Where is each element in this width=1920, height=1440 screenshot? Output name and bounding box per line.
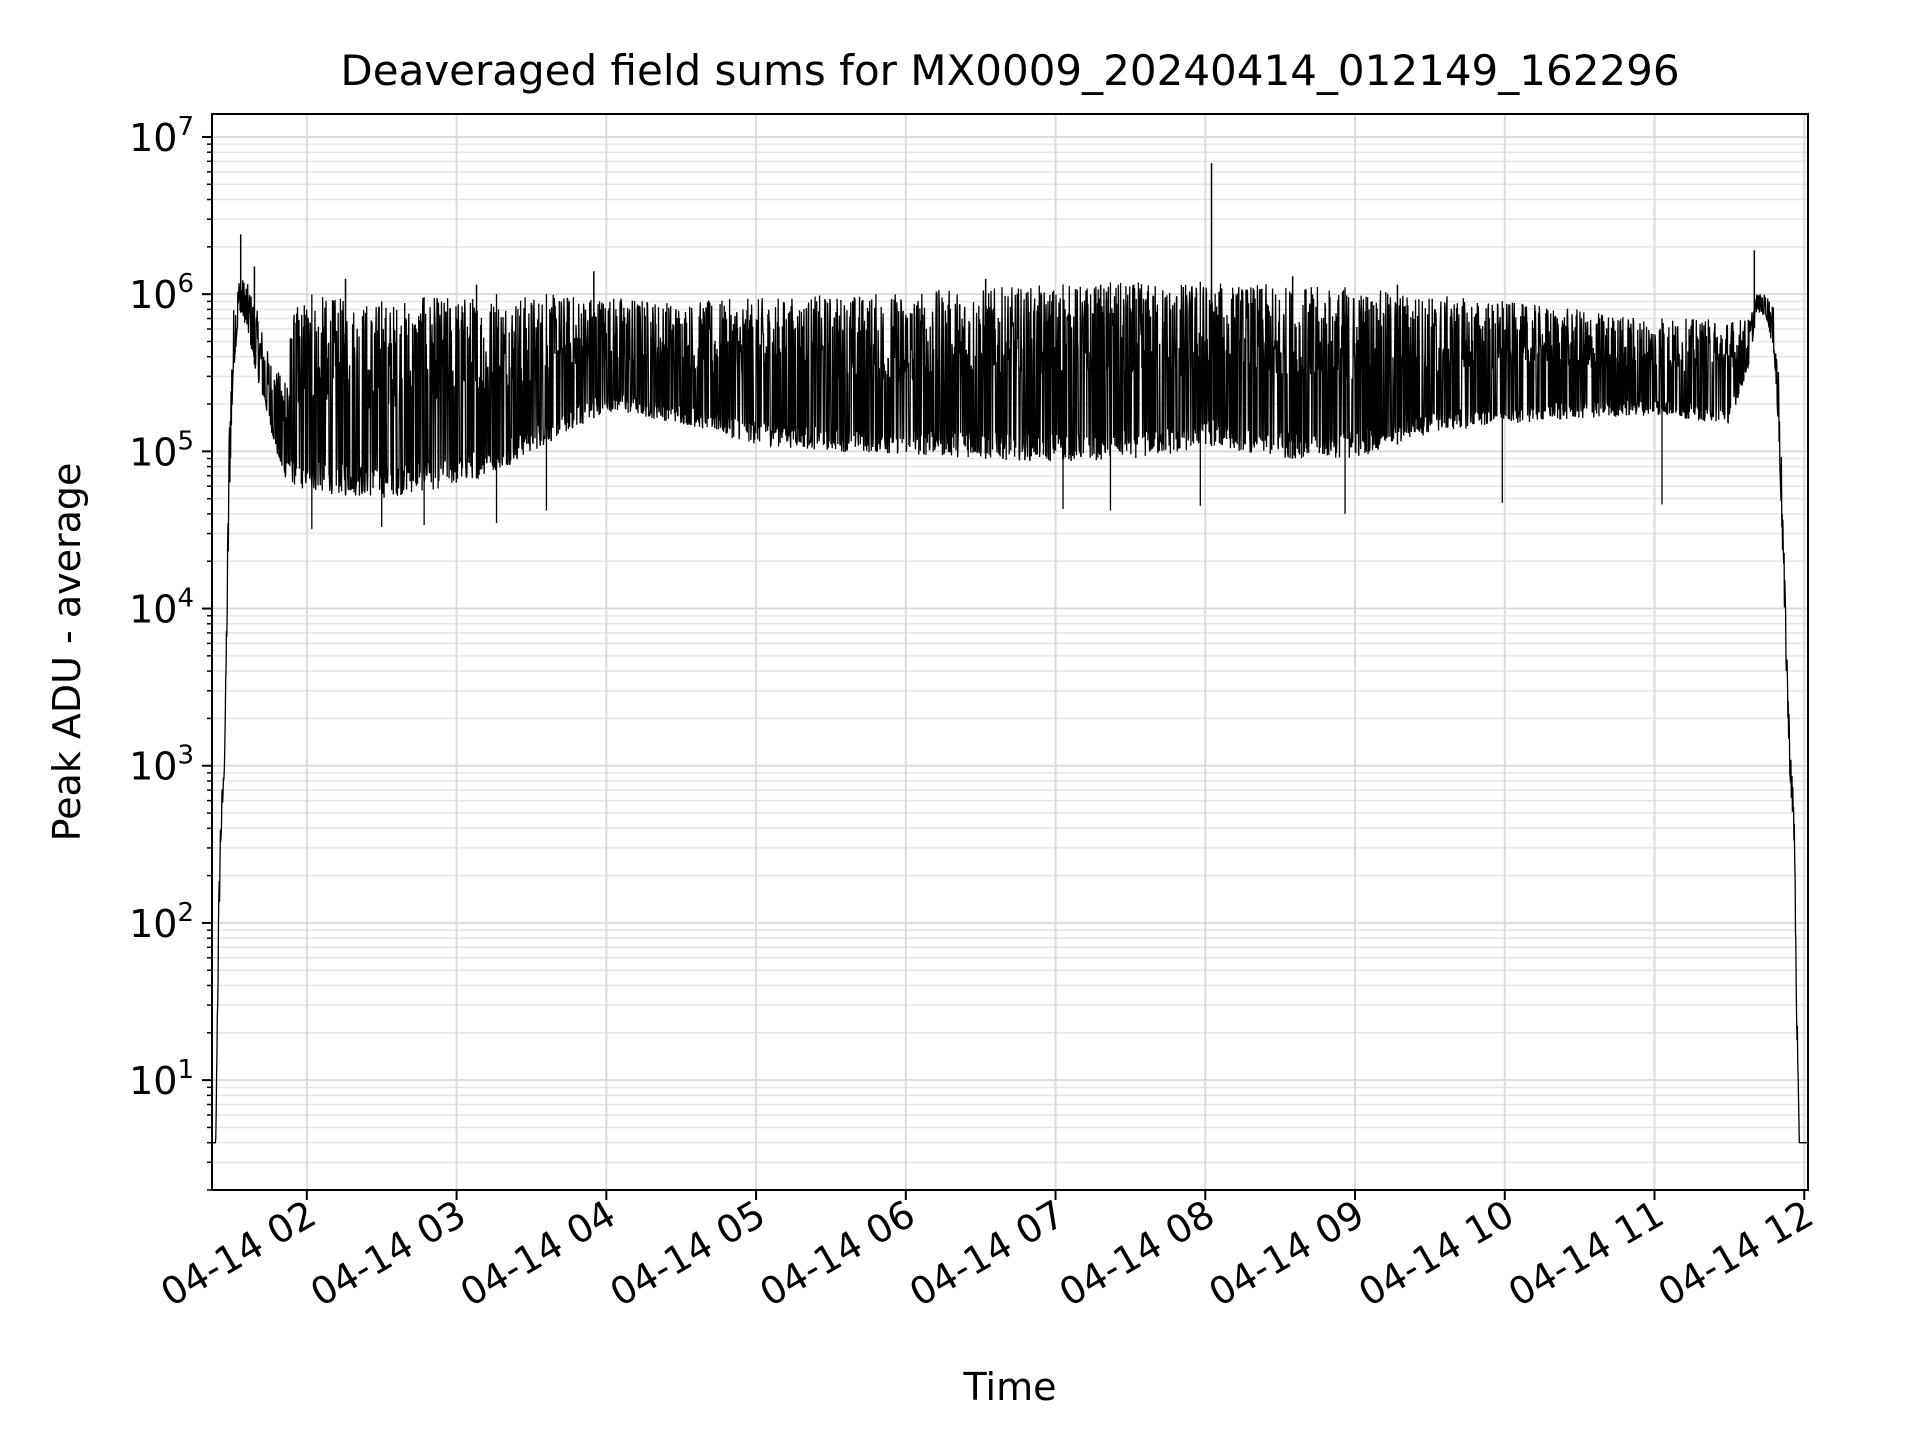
y-axis: 101 102 103 104 105 106 107 bbox=[129, 112, 212, 1191]
plot-area bbox=[212, 114, 1808, 1190]
y-tick-label: 107 bbox=[129, 112, 194, 160]
y-tick-label: 104 bbox=[129, 584, 194, 632]
y-tick-label: 103 bbox=[129, 741, 194, 789]
y-tick-label: 102 bbox=[129, 898, 194, 946]
series-line bbox=[212, 280, 1808, 1144]
series-layer bbox=[212, 163, 1808, 1144]
y-tick-label: 105 bbox=[129, 426, 194, 474]
y-tick-label: 101 bbox=[129, 1055, 194, 1103]
y-tick-label: 106 bbox=[129, 269, 194, 317]
x-axis-label: Time bbox=[963, 1365, 1057, 1409]
plot-frame bbox=[211, 113, 1809, 1191]
chart-title: Deaveraged field sums for MX0009_2024041… bbox=[340, 46, 1679, 95]
y-axis-label: Peak ADU - average bbox=[45, 463, 89, 842]
grid-major bbox=[212, 114, 1808, 1190]
